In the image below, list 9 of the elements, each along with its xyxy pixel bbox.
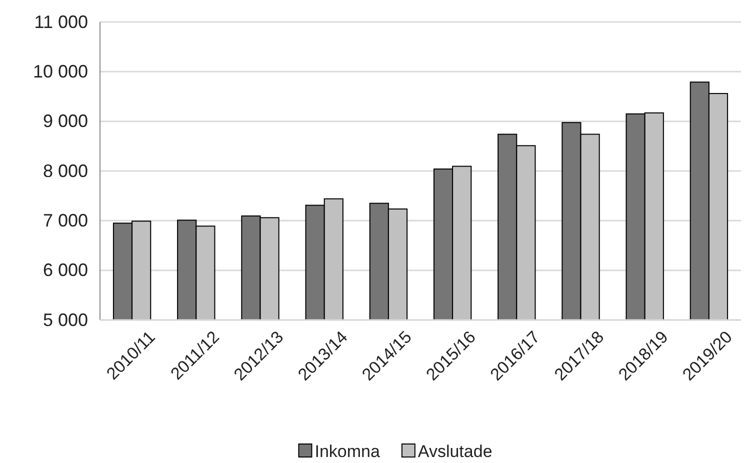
y-tick-label: 7 000 xyxy=(42,210,88,230)
y-tick-label: 6 000 xyxy=(42,260,88,280)
legend-label: Avslutade xyxy=(418,442,492,461)
legend-label: Inkomna xyxy=(314,442,380,461)
y-tick-label: 9 000 xyxy=(42,111,88,132)
y-tick-label: 5 000 xyxy=(42,310,88,330)
y-tick-label: 10 000 xyxy=(32,61,88,82)
y-tick-label: 8 000 xyxy=(42,160,88,181)
y-tick-label: 11 000 xyxy=(34,12,88,32)
